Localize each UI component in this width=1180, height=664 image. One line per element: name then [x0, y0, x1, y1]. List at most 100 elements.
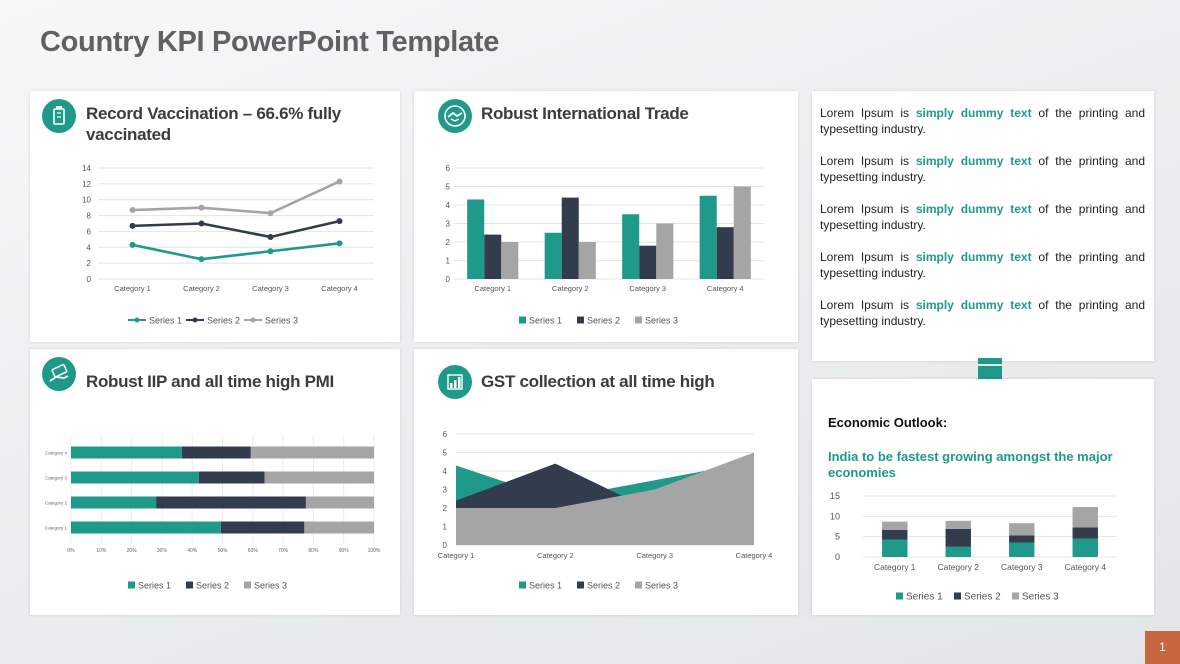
bar-segment: [1072, 538, 1098, 557]
y-tick-label: Category 1: [45, 526, 68, 531]
y-tick-label: 8: [87, 212, 92, 221]
data-point: [267, 233, 274, 240]
data-point: [198, 220, 205, 227]
bar: [501, 242, 519, 279]
bar-segment: [250, 446, 374, 459]
legend-swatch: [635, 581, 642, 589]
bar: [484, 234, 502, 279]
legend-marker: [192, 317, 198, 323]
data-point: [129, 241, 136, 248]
x-tick-label: Category 1: [474, 284, 511, 293]
panel-title-gst: GST collection at all time high: [481, 372, 715, 391]
series-line: [132, 219, 340, 239]
y-tick-label: 6: [443, 430, 448, 439]
legend-swatch: [1012, 592, 1019, 600]
lorem-text: of the printing and typesetting industry…: [820, 154, 1146, 184]
legend-swatch: [577, 316, 584, 324]
y-tick-label: 2: [446, 238, 451, 247]
legend-label: Series 1: [149, 316, 182, 326]
x-tick-label: 50%: [217, 548, 228, 554]
x-tick-label: 100%: [368, 548, 381, 554]
y-tick-label: 5: [446, 183, 451, 192]
x-tick-label: 20%: [127, 548, 138, 554]
panel-title-trade: Robust International Trade: [481, 104, 689, 123]
economic-subheading: India to be fastest growing amongst the …: [828, 449, 1113, 480]
data-point: [129, 222, 136, 229]
x-tick-label: Category 3: [1001, 562, 1043, 572]
y-tick-label: 0: [87, 275, 92, 284]
bar-segment: [71, 446, 182, 459]
y-tick-label: 5: [835, 532, 840, 542]
bar-segment: [1072, 527, 1098, 539]
x-tick-label: Category 2: [183, 284, 220, 293]
data-point: [336, 218, 343, 225]
lorem-text: Lorem Ipsum is: [820, 154, 916, 168]
x-tick-label: 70%: [278, 548, 289, 554]
y-tick-label: 1: [446, 257, 451, 266]
handshake-icon: [438, 99, 472, 133]
bar-segment: [882, 521, 908, 530]
panel-economic: Economic Outlook: India to be fastest gr…: [812, 379, 1154, 615]
bar-segment: [71, 496, 157, 509]
bar-segment: [305, 496, 374, 509]
legend-label: Series 1: [529, 316, 562, 326]
bar: [561, 197, 579, 279]
bar: [622, 214, 640, 279]
panel-title-iip: Robust IIP and all time high PMI: [86, 372, 334, 391]
economic-heading: Economic Outlook:: [828, 415, 948, 430]
lorem-text: of the printing and typesetting industry…: [820, 250, 1146, 280]
chart-trade: 0 1 2 3 4 5 6 Category 1 Category 2 Category 3 Cat…: [446, 164, 764, 326]
x-tick-label: Category 1: [438, 551, 475, 560]
legend-swatch: [128, 581, 135, 589]
y-tick-label: 10: [82, 196, 91, 205]
lorem-paragraph: Lorem Ipsum is simply dummy text of the …: [820, 105, 1145, 137]
x-tick-label: 40%: [187, 548, 198, 554]
lorem-highlight: simply dummy text: [915, 202, 1032, 216]
x-tick-label: Category 1: [874, 562, 916, 572]
lorem-paragraph: Lorem Ipsum is simply dummy text of the …: [820, 153, 1145, 185]
bar-segment: [264, 471, 374, 484]
legend-swatch: [244, 581, 251, 589]
panel-title-vaccination: Record Vaccination – 66.6% fully vaccina…: [86, 104, 341, 144]
x-tick-label: Category 3: [629, 284, 666, 293]
lorem-text: Lorem Ipsum is: [820, 250, 916, 264]
bar: [544, 232, 562, 279]
lorem-paragraph: Lorem Ipsum is simply dummy text of the …: [820, 201, 1145, 233]
legend-swatch: [635, 316, 642, 324]
data-point: [267, 248, 274, 255]
y-tick-label: 4: [446, 201, 451, 210]
x-tick-label: Category 2: [937, 562, 979, 572]
x-tick-label: Category 4: [736, 551, 773, 560]
bar-segment: [1009, 535, 1035, 543]
money-hand-icon: [42, 357, 76, 391]
legend-label: Series 3: [645, 581, 678, 591]
y-tick-label: 0: [443, 541, 448, 550]
series-line: [132, 180, 341, 215]
lorem-paragraph: Lorem Ipsum is simply dummy text of the …: [820, 249, 1145, 281]
y-tick-label: 10: [830, 511, 840, 521]
x-tick-label: 60%: [248, 548, 259, 554]
legend-marker: [134, 317, 140, 323]
panel-trade: Robust International Trade 0 1 2 3 4 5 6 Catego…: [414, 91, 798, 342]
series-line: [132, 242, 340, 261]
bar: [656, 223, 674, 279]
y-tick-label: 6: [87, 227, 92, 236]
legend-label: Series 1: [906, 592, 943, 603]
lorem-list: Lorem Ipsum is simply dummy text of the …: [820, 105, 1145, 345]
bar: [699, 195, 717, 279]
bar-segment: [1009, 542, 1035, 557]
chart-iip: 0% 10% 20% 30% 40% 50% 60% 70% 80% 90% 100% Categor…: [45, 436, 381, 591]
page-number-badge: 1: [1145, 631, 1180, 664]
y-tick-label: Category 3: [45, 476, 68, 481]
x-tick-label: 30%: [157, 548, 168, 554]
data-point: [198, 204, 205, 211]
y-tick-label: 0: [446, 275, 451, 284]
x-tick-label: Category 3: [636, 551, 673, 560]
legend-label: Series 1: [529, 581, 562, 591]
legend-swatch: [519, 316, 526, 324]
y-tick-label: 2: [443, 504, 448, 513]
bar-segment: [71, 471, 199, 484]
bar-segment: [945, 520, 971, 529]
legend-label: Series 2: [207, 316, 240, 326]
y-tick-label: 4: [443, 467, 448, 476]
